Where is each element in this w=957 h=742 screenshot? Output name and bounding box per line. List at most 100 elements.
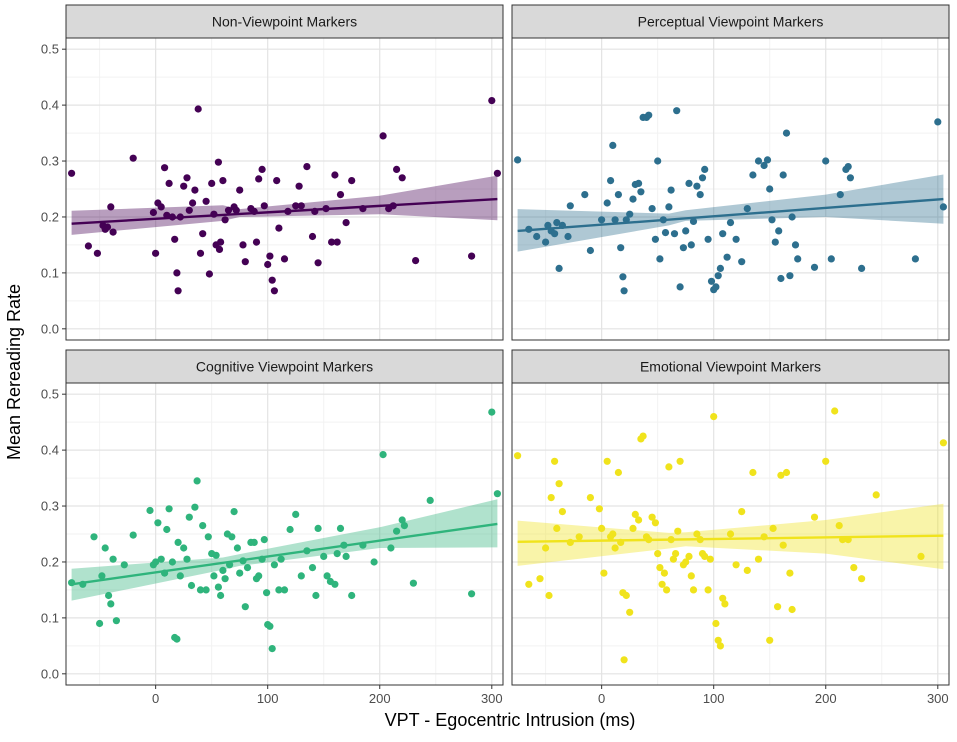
- data-point: [766, 185, 774, 193]
- data-point: [620, 656, 628, 664]
- data-point: [600, 569, 608, 577]
- data-point: [810, 513, 819, 521]
- data-point: [654, 157, 662, 165]
- data-point: [635, 516, 643, 524]
- data-point: [723, 253, 731, 261]
- data-point: [348, 177, 356, 185]
- data-point: [68, 579, 76, 587]
- data-point: [268, 276, 276, 284]
- data-point: [342, 552, 350, 561]
- data-point: [676, 283, 684, 291]
- data-point: [266, 252, 274, 260]
- data-point: [763, 156, 772, 164]
- data-point: [93, 249, 101, 257]
- data-point: [217, 238, 225, 246]
- data-point: [774, 603, 782, 611]
- data-point: [393, 165, 401, 173]
- data-point: [693, 182, 701, 190]
- data-point: [714, 636, 722, 644]
- data-point: [822, 157, 830, 165]
- data-point: [183, 555, 191, 563]
- data-point: [626, 608, 634, 616]
- data-point: [710, 413, 718, 421]
- data-point: [551, 457, 559, 465]
- data-point: [687, 572, 695, 580]
- data-point: [236, 186, 244, 194]
- data-point: [716, 642, 725, 650]
- data-point: [328, 238, 336, 246]
- data-point: [611, 544, 619, 552]
- data-point: [598, 524, 606, 533]
- data-point: [553, 219, 561, 227]
- data-point: [336, 524, 345, 533]
- data-point: [176, 572, 184, 580]
- data-point: [639, 432, 647, 440]
- data-point: [185, 206, 193, 214]
- data-point: [674, 527, 682, 535]
- data-point: [202, 197, 210, 205]
- data-point: [204, 533, 212, 541]
- data-point: [721, 600, 729, 608]
- data-point: [96, 619, 104, 628]
- x-tick-label: 100: [257, 691, 279, 706]
- data-point: [215, 245, 224, 253]
- panel-strip: [65, 4, 504, 39]
- data-point: [199, 230, 207, 238]
- data-point: [712, 283, 720, 291]
- data-point: [400, 522, 408, 530]
- data-point: [323, 572, 331, 580]
- data-point: [333, 238, 341, 246]
- x-tick-label: 200: [815, 691, 837, 706]
- data-point: [202, 586, 210, 594]
- panel-border: [511, 382, 950, 686]
- data-point: [295, 182, 303, 190]
- data-point: [689, 586, 698, 594]
- data-point: [314, 524, 322, 533]
- data-point: [685, 552, 693, 561]
- panel-3: Cognitive Viewpoint Markers 0.0 0.1 0.2 0.3 0…: [41, 349, 504, 706]
- data-point: [183, 174, 191, 182]
- data-point: [210, 572, 218, 580]
- data-point: [214, 158, 222, 166]
- data-point: [514, 452, 522, 460]
- data-point: [844, 163, 852, 171]
- data-point: [749, 468, 757, 477]
- data-point: [101, 544, 109, 552]
- data-point: [835, 522, 843, 530]
- data-point: [152, 249, 160, 257]
- data-point: [707, 277, 716, 285]
- data-point: [771, 238, 779, 246]
- data-point: [620, 287, 628, 295]
- data-point: [586, 494, 595, 502]
- data-point: [749, 171, 757, 179]
- y-tick-label: 0.1: [41, 610, 59, 625]
- data-point: [163, 525, 171, 534]
- panel-border: [65, 382, 504, 686]
- data-point: [766, 636, 774, 644]
- data-point: [575, 533, 583, 541]
- data-point: [173, 635, 181, 643]
- data-point: [536, 575, 544, 583]
- data-point: [333, 550, 341, 558]
- data-point: [682, 227, 690, 235]
- data-point: [726, 219, 735, 227]
- x-tick-label: 300: [481, 691, 503, 706]
- data-point: [488, 97, 496, 105]
- data-point: [782, 129, 791, 137]
- data-point: [493, 490, 501, 498]
- data-point: [149, 208, 157, 217]
- data-point: [105, 591, 113, 600]
- data-point: [255, 175, 263, 183]
- data-point: [230, 508, 238, 516]
- y-tick-label: 0.4: [41, 443, 59, 458]
- data-point: [292, 202, 300, 210]
- data-point: [370, 558, 378, 566]
- y-tick-label: 0.3: [41, 154, 59, 169]
- y-tick-label: 0.3: [41, 499, 59, 514]
- data-point: [297, 572, 305, 580]
- data-point: [270, 561, 278, 569]
- data-point: [738, 508, 746, 516]
- data-point: [558, 508, 567, 516]
- data-point: [547, 494, 555, 502]
- data-point: [243, 564, 252, 572]
